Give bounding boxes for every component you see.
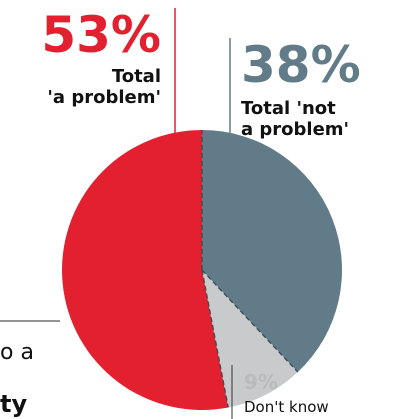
dont-know-label: Don't know <box>244 398 329 416</box>
cropped-text-line2: ty <box>0 390 27 418</box>
not-problem-percent: 38% <box>241 36 361 94</box>
slice-not-problem <box>202 130 343 373</box>
not-problem-label-line1: Total 'not <box>241 98 336 119</box>
problem-percent: 53% <box>41 6 161 64</box>
slice-problem <box>61 130 229 410</box>
slice-boundary-1 <box>201 269 299 373</box>
cropped-text-line1: o a <box>0 340 34 365</box>
slice-boundary-2 <box>201 269 229 408</box>
slice-dont-know <box>202 270 298 408</box>
problem-label-line1: Total <box>112 66 161 87</box>
problem-label-line2: 'a problem' <box>47 87 161 108</box>
dont-know-percent: 9% <box>244 370 278 394</box>
not-problem-label-line2: a problem' <box>241 119 349 140</box>
